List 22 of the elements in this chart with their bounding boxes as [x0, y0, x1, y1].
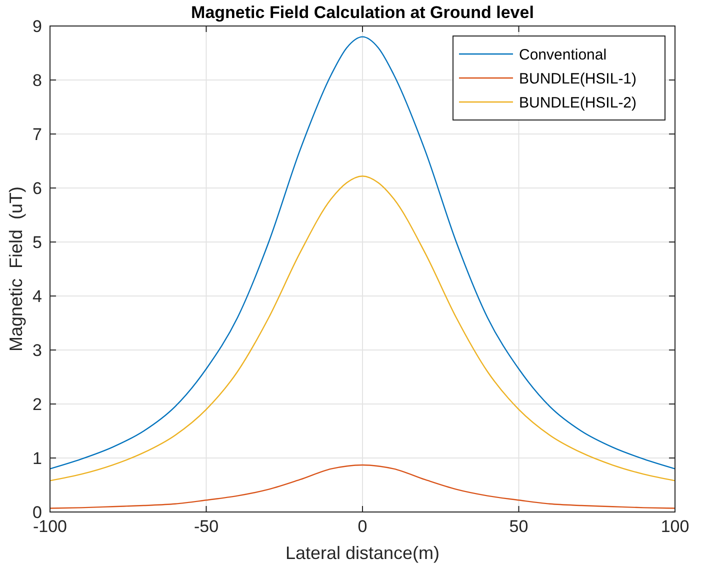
- y-tick-label: 7: [32, 124, 42, 144]
- legend-label: BUNDLE(HSIL-2): [519, 94, 637, 112]
- y-axis-title: Magnetic Field (uT): [6, 186, 26, 352]
- y-tick-label: 9: [32, 16, 42, 36]
- line-series: [49, 176, 676, 482]
- y-tick-label: 2: [32, 394, 42, 414]
- y-tick-label: 1: [32, 448, 42, 468]
- x-tick-label: -50: [194, 517, 219, 536]
- y-tick-label: 5: [32, 232, 42, 252]
- x-axis-title: Lateral distance(m): [285, 543, 440, 563]
- legend-label: Conventional: [519, 46, 607, 64]
- x-tick-label: 0: [358, 517, 368, 536]
- y-tick-label: 3: [32, 340, 42, 360]
- legend-label: BUNDLE(HSIL-1): [519, 70, 637, 88]
- y-tick-label: 4: [32, 286, 42, 306]
- x-tick-label: 100: [660, 517, 690, 536]
- line-series: [49, 36, 676, 470]
- y-tick-label: 8: [32, 70, 42, 90]
- line-series: [49, 464, 676, 509]
- y-tick-label: 6: [32, 178, 42, 198]
- chart-title: Magnetic Field Calculation at Ground level: [191, 3, 534, 22]
- x-tick-label: 50: [509, 517, 528, 536]
